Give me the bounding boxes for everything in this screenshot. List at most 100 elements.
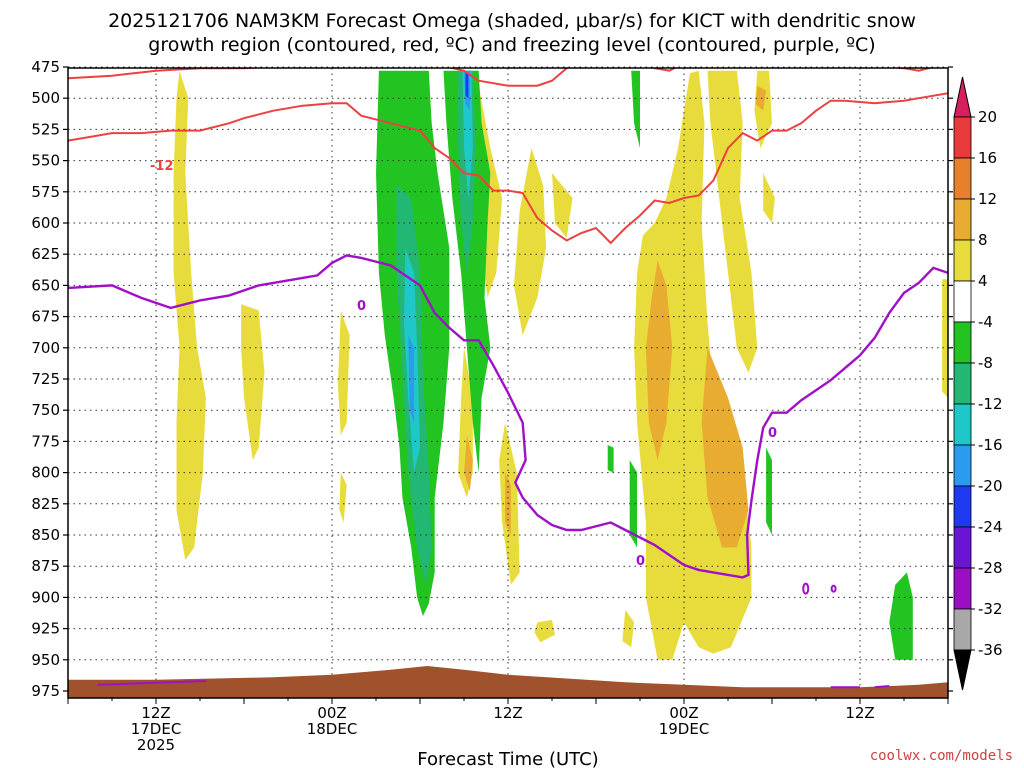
omega-pos-10 [534,619,555,643]
freezing-surface-seg-3 [874,685,890,689]
omega-pos-3 [337,310,350,436]
x-tick-label: 18DEC [307,720,358,738]
x-tick-label: 12Z [845,704,874,722]
credit-text: coolwx.com/models [870,748,1013,764]
y-tick-label: 650 [31,276,60,294]
omega-neg16-1 [408,335,415,423]
terrain-ground-fill [68,666,948,698]
y-tick-label: 600 [31,214,60,232]
colorbar-segment [953,567,972,610]
omega-pos-15 [622,609,635,648]
freezing-small-loop-1 [802,582,810,595]
x-tick-label: 19DEC [659,720,710,738]
freezing-contour-label-3: 0 [636,554,645,569]
chart-title-line2: growth region (contoured, red, ºC) and f… [148,34,875,56]
omega-pos-4 [339,472,347,523]
colorbar-label: 8 [978,231,988,249]
omega-pos-8-2 [701,347,749,548]
x-tick-label: 2025 [137,736,175,754]
y-tick-label: 500 [31,89,60,107]
colorbar-label: -8 [978,354,993,372]
y-tick-label: 775 [31,432,60,450]
colorbar-segment [953,362,972,405]
colorbar-segment [953,608,972,651]
y-tick-label: 550 [31,152,60,170]
colorbar-bottom-arrow [953,649,972,691]
x-tick-label: 00Z [317,704,346,722]
omega-pos-14 [763,173,775,223]
colorbar-label: -24 [978,518,1003,536]
omega-neg20-1 [465,73,469,99]
omega-neg-4 [629,460,638,548]
colorbar-top-arrow [953,76,972,118]
y-tick-label: 750 [31,401,60,419]
omega-neg-7 [889,572,913,660]
x-tick-label: 12Z [493,704,522,722]
x-tick-label: 00Z [669,704,698,722]
colorbar-segment [953,239,972,282]
y-tick-label: 975 [31,682,60,700]
y-tick-label: 800 [31,464,60,482]
freezing-surface-seg-1 [97,680,206,686]
freezing-contour-label-2: 0 [768,426,777,441]
y-tick-label: 925 [31,620,60,638]
omega-neg12-2 [462,70,473,198]
colorbar-label: -36 [978,641,1003,659]
freezing-contour-label-1: 0 [357,299,366,314]
colorbar-segment [953,444,972,487]
x-tick-label: 17DEC [131,720,182,738]
freezing-level-contour [68,254,948,579]
chart-title-line1: 2025121706 NAM3KM Forecast Omega (shaded… [108,10,916,32]
freezing-small-loop-2 [830,584,837,593]
omega-neg-6 [766,447,772,535]
colorbar-label: -20 [978,477,1003,495]
omega-pos-8 [552,173,573,238]
omega-pos-12 [707,70,758,373]
omega-pos-16 [942,279,948,398]
x-axis-label: Forecast Time (UTC) [417,749,598,768]
y-tick-label: 475 [31,58,60,76]
dgz-contour-label: -12 [150,159,174,174]
colorbar-label: -12 [978,395,1003,413]
omega-pos-8-1 [645,260,673,461]
colorbar-segment [953,485,972,528]
colorbar-label: -16 [978,436,1003,454]
colorbar-segment [953,116,972,159]
colorbar-segment [953,526,972,569]
colorbar-segment [953,198,972,241]
y-axis: 475 500 525 550 575 600 625 650 675 700 725 750 775 8… [31,58,953,700]
y-tick-label: 575 [31,183,60,201]
x-tick-label: 12Z [141,704,170,722]
y-tick-label: 700 [31,339,60,357]
colorbar-label: 4 [978,272,988,290]
omega-neg-3 [631,70,640,149]
omega-pos-8-4 [464,435,473,492]
y-tick-label: 850 [31,526,60,544]
y-tick-label: 875 [31,557,60,575]
y-tick-label: 675 [31,308,60,326]
omega-pos-2 [241,304,265,461]
colorbar-label: -32 [978,600,1003,618]
y-tick-label: 525 [31,120,60,138]
y-tick-label: 825 [31,495,60,513]
omega-neg-5 [607,445,614,473]
y-tick-label: 900 [31,588,60,606]
colorbar-segment [953,403,972,446]
colorbar-label: -4 [978,313,993,331]
colorbar-segment [953,321,972,364]
omega-pos-1 [173,70,206,560]
colorbar-segment [953,157,972,200]
dgz-lower-contour [68,92,948,245]
colorbar-label: 12 [978,190,997,208]
y-tick-label: 725 [31,370,60,388]
y-tick-label: 625 [31,245,60,263]
colorbar-label: 20 [978,108,997,126]
colorbar-label: 16 [978,149,997,167]
colorbar: 20 16 12 8 4 -4 -8 -12 -16 -20 -24 -28 -32 -36 [953,76,1003,691]
y-tick-label: 950 [31,651,60,669]
omega-pos-7 [513,148,547,336]
colorbar-label: -28 [978,559,1003,577]
colorbar-segment [953,280,972,323]
